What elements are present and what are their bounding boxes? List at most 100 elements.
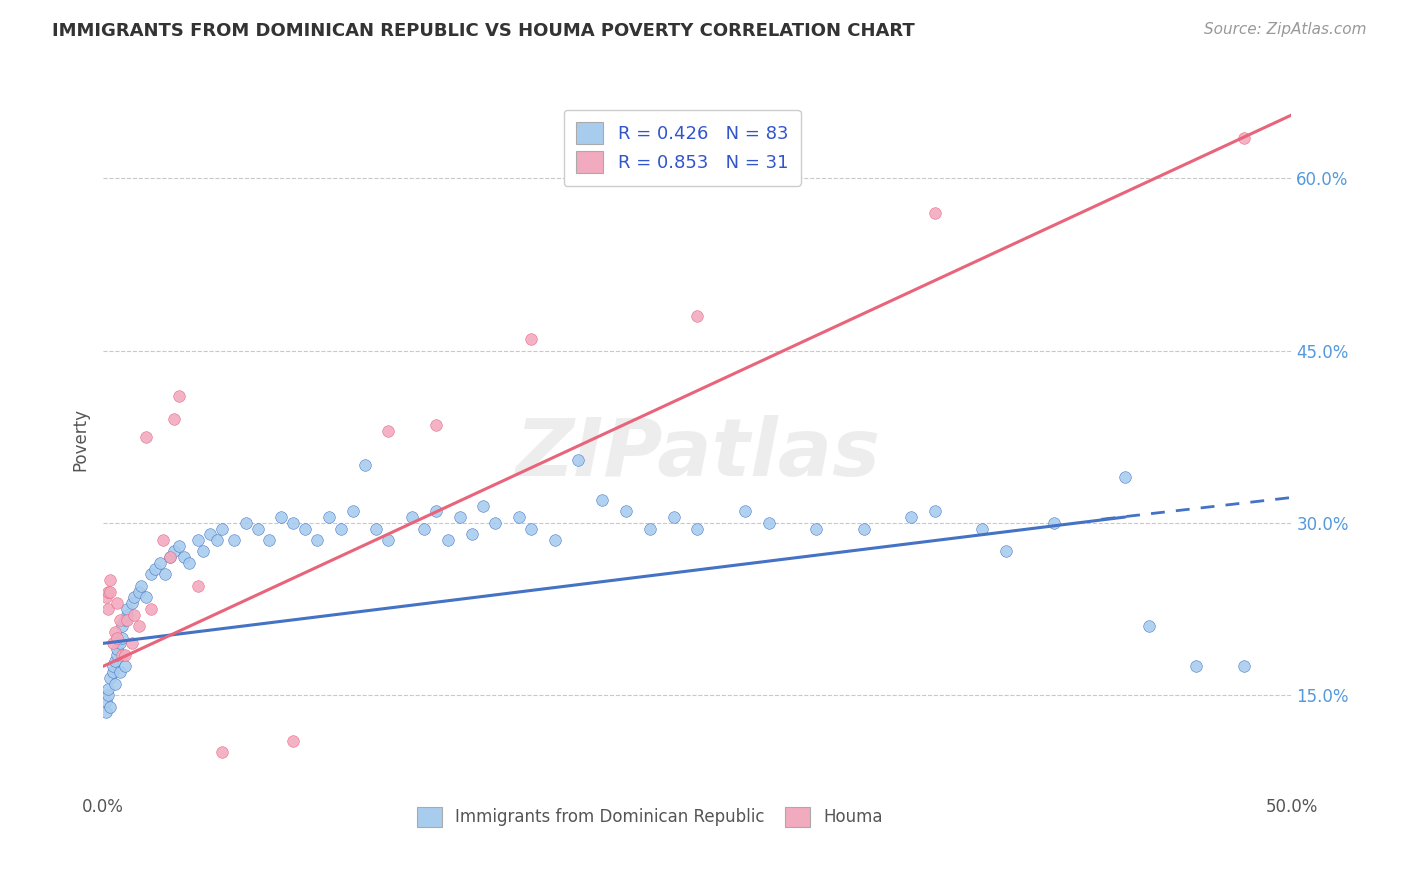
Point xyxy=(121,596,143,610)
Point xyxy=(98,573,121,587)
Point xyxy=(662,510,685,524)
Text: ZIPatlas: ZIPatlas xyxy=(515,415,880,492)
Point xyxy=(995,544,1018,558)
Point xyxy=(191,544,214,558)
Point xyxy=(121,636,143,650)
Point xyxy=(305,533,328,547)
Point xyxy=(544,533,567,547)
Point xyxy=(1233,131,1256,145)
Point xyxy=(163,544,186,558)
Point xyxy=(377,424,399,438)
Legend: Immigrants from Dominican Republic, Houma: Immigrants from Dominican Republic, Houm… xyxy=(411,800,889,834)
Point xyxy=(1042,516,1064,530)
Y-axis label: Poverty: Poverty xyxy=(72,408,89,471)
Point xyxy=(924,504,946,518)
Point xyxy=(128,584,150,599)
Point xyxy=(104,624,127,639)
Point xyxy=(104,676,127,690)
Point xyxy=(1114,470,1136,484)
Point xyxy=(111,648,134,662)
Point xyxy=(139,567,162,582)
Point xyxy=(108,614,131,628)
Point xyxy=(98,584,121,599)
Point xyxy=(1233,659,1256,673)
Point xyxy=(129,579,152,593)
Point xyxy=(222,533,245,547)
Point xyxy=(852,522,875,536)
Point xyxy=(425,418,447,433)
Point xyxy=(97,688,120,702)
Point xyxy=(114,648,136,662)
Point xyxy=(283,734,305,748)
Point xyxy=(177,556,200,570)
Point xyxy=(159,550,181,565)
Point xyxy=(98,699,121,714)
Point xyxy=(1185,659,1208,673)
Point xyxy=(128,619,150,633)
Point xyxy=(108,636,131,650)
Point xyxy=(283,516,305,530)
Point xyxy=(638,522,661,536)
Point xyxy=(329,522,352,536)
Point xyxy=(377,533,399,547)
Point xyxy=(115,607,138,622)
Point xyxy=(167,389,190,403)
Point xyxy=(413,522,436,536)
Point xyxy=(401,510,423,524)
Point xyxy=(135,591,157,605)
Point xyxy=(366,522,388,536)
Point xyxy=(804,522,827,536)
Point xyxy=(97,584,120,599)
Point xyxy=(508,510,530,524)
Point xyxy=(294,522,316,536)
Point xyxy=(114,659,136,673)
Point xyxy=(111,619,134,633)
Point xyxy=(187,579,209,593)
Point xyxy=(734,504,756,518)
Point xyxy=(484,516,506,530)
Point xyxy=(153,567,176,582)
Point xyxy=(97,682,120,697)
Point xyxy=(235,516,257,530)
Point xyxy=(246,522,269,536)
Point xyxy=(98,671,121,685)
Point xyxy=(614,504,637,518)
Point xyxy=(259,533,281,547)
Point xyxy=(105,642,128,657)
Point xyxy=(270,510,292,524)
Point xyxy=(211,746,233,760)
Point xyxy=(111,631,134,645)
Point xyxy=(972,522,994,536)
Point xyxy=(342,504,364,518)
Point xyxy=(94,694,117,708)
Point xyxy=(1137,619,1160,633)
Point xyxy=(686,309,709,323)
Point xyxy=(173,550,195,565)
Point xyxy=(567,452,589,467)
Point xyxy=(900,510,922,524)
Point xyxy=(149,556,172,570)
Point xyxy=(472,499,495,513)
Point xyxy=(187,533,209,547)
Point xyxy=(436,533,458,547)
Point xyxy=(105,648,128,662)
Point xyxy=(94,591,117,605)
Text: IMMIGRANTS FROM DOMINICAN REPUBLIC VS HOUMA POVERTY CORRELATION CHART: IMMIGRANTS FROM DOMINICAN REPUBLIC VS HO… xyxy=(52,22,915,40)
Point xyxy=(425,504,447,518)
Point xyxy=(198,527,221,541)
Point xyxy=(167,539,190,553)
Point xyxy=(105,631,128,645)
Point xyxy=(318,510,340,524)
Point xyxy=(159,550,181,565)
Point xyxy=(924,205,946,219)
Text: Source: ZipAtlas.com: Source: ZipAtlas.com xyxy=(1204,22,1367,37)
Point xyxy=(114,614,136,628)
Point xyxy=(145,562,167,576)
Point xyxy=(101,636,124,650)
Point xyxy=(105,596,128,610)
Point xyxy=(520,522,543,536)
Point xyxy=(101,659,124,673)
Point xyxy=(104,654,127,668)
Point xyxy=(449,510,471,524)
Point xyxy=(520,332,543,346)
